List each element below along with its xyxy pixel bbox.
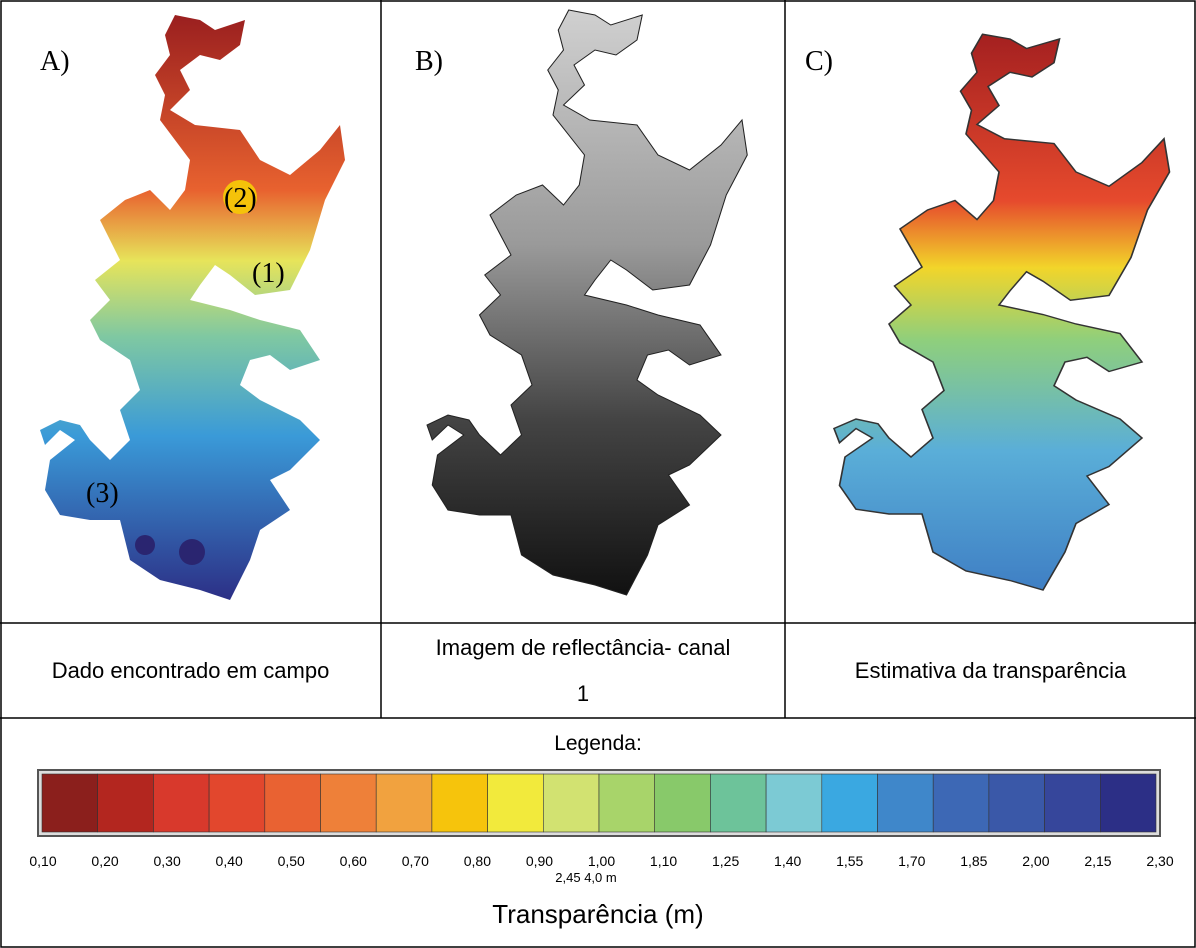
point-label: (1) xyxy=(252,258,285,289)
legend-tick-label: 1,25 xyxy=(712,853,739,869)
panel-label: A) xyxy=(40,46,70,77)
legend-axis-title: Transparência (m) xyxy=(492,899,703,929)
legend-swatch xyxy=(375,773,433,833)
legend-tick-label: 0,60 xyxy=(340,853,367,869)
panel-label: B) xyxy=(415,46,443,77)
legend-tick-label: 1,00 xyxy=(588,853,615,869)
legend-tick-label: 2,15 xyxy=(1084,853,1111,869)
caption: Imagem de reflectância- canal 1 xyxy=(435,635,731,706)
legend-swatch xyxy=(264,773,321,833)
point-marker xyxy=(223,180,257,214)
map-reflectance xyxy=(426,9,748,596)
legend-swatch xyxy=(1100,773,1157,833)
panel-label: C) xyxy=(805,46,833,77)
legend-tick-label: 0,80 xyxy=(464,853,491,869)
map-field xyxy=(40,15,345,600)
legend-tick-label: 0,50 xyxy=(278,853,305,869)
legend-swatch xyxy=(487,773,544,833)
point-marker xyxy=(179,539,205,565)
legend-swatch xyxy=(41,773,99,833)
legend-swatch xyxy=(988,773,1045,833)
legend-tick-label: 0,20 xyxy=(91,853,118,869)
legend-extra: 2,45 4,0 m xyxy=(555,870,616,885)
legend-swatch xyxy=(765,773,823,833)
legend-tick-label: 0,10 xyxy=(29,853,56,869)
legend-tick-label: 1,55 xyxy=(836,853,863,869)
legend-swatch xyxy=(710,773,767,833)
map-estimate xyxy=(833,33,1171,591)
legend-swatch xyxy=(821,773,878,833)
legend-tick-label: 1,70 xyxy=(898,853,925,869)
legend-swatches xyxy=(41,773,1157,833)
legend-swatch xyxy=(153,773,210,833)
legend-tick-label: 0,40 xyxy=(216,853,243,869)
legend-tick-label: 0,30 xyxy=(153,853,180,869)
legend-tick-label: 2,30 xyxy=(1146,853,1173,869)
legend-swatch xyxy=(208,773,266,833)
legend-swatch xyxy=(598,773,656,833)
legend-tick-label: 2,00 xyxy=(1022,853,1049,869)
point-label: (2) xyxy=(224,183,257,214)
legend-tick-label: 0,70 xyxy=(402,853,429,869)
legend-tick-label: 1,85 xyxy=(960,853,987,869)
legend-swatch xyxy=(542,773,600,833)
legend-swatch xyxy=(932,773,990,833)
legend-ticks: 0,10 0,20 0,30 0,40 0,50 0,60 0,70 0,80 0,90 1,00… xyxy=(29,853,1173,869)
legend-swatch xyxy=(97,773,154,833)
legend-swatch xyxy=(654,773,711,833)
legend-tick-label: 1,10 xyxy=(650,853,677,869)
legend-tick-label: 1,40 xyxy=(774,853,801,869)
caption: Dado encontrado em campo xyxy=(51,658,330,683)
legend-swatch xyxy=(877,773,934,833)
legend-title: Legenda: xyxy=(554,732,642,755)
point-label: (3) xyxy=(86,478,119,509)
legend-swatch xyxy=(431,773,488,833)
legend-swatch xyxy=(320,773,377,833)
legend-swatch xyxy=(1044,773,1101,833)
caption: Estimativa da transparência xyxy=(854,658,1127,683)
legend-tick-label: 0,90 xyxy=(526,853,553,869)
point-marker xyxy=(135,535,155,555)
